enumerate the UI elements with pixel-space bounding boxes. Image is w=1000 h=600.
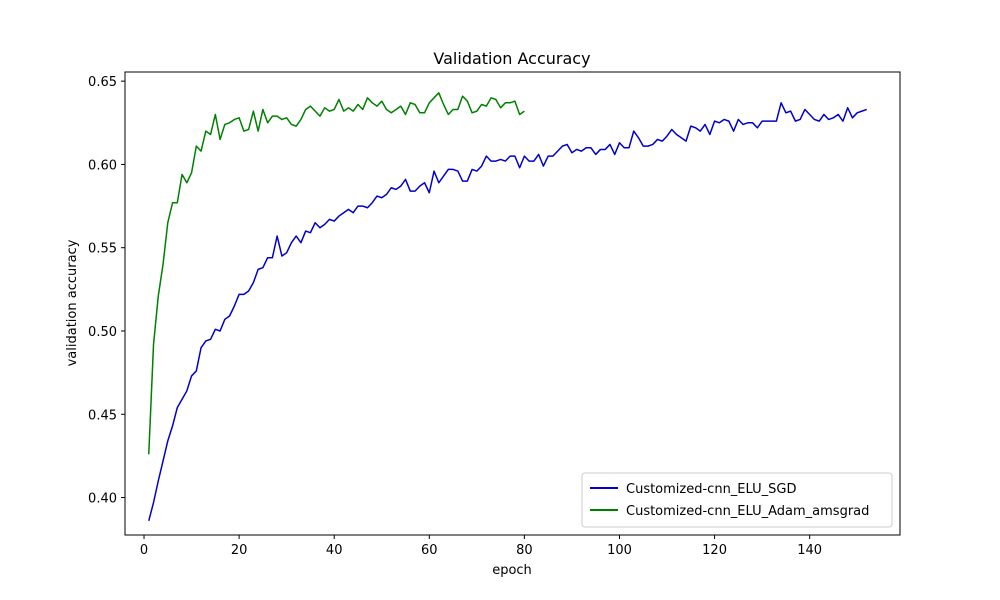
series-line-1 — [148, 92, 525, 455]
x-tick-label: 140 — [797, 543, 822, 558]
x-tick-label: 80 — [516, 543, 533, 558]
x-axis-ticks: 0 20 40 60 80 100 120 140 — [140, 535, 822, 558]
legend-box — [581, 472, 893, 528]
x-tick-label: 100 — [607, 543, 632, 558]
y-tick-label: 0.45 — [88, 408, 117, 423]
x-axis-label: epoch — [492, 563, 532, 578]
x-tick-label: 60 — [421, 543, 438, 558]
x-tick-label: 120 — [702, 543, 727, 558]
legend-label-1: Customized-cnn_ELU_Adam_amsgrad — [626, 504, 869, 519]
y-tick-label: 0.55 — [88, 242, 117, 257]
x-tick-label: 0 — [140, 543, 148, 558]
y-tick-label: 0.65 — [88, 75, 117, 90]
y-axis-label: validation accuracy — [65, 239, 80, 366]
chart-title: Validation Accuracy — [433, 49, 590, 68]
y-tick-label: 0.40 — [88, 492, 117, 507]
series-line-0 — [148, 102, 867, 522]
series-layer — [148, 92, 867, 522]
x-tick-label: 40 — [326, 543, 343, 558]
y-tick-label: 0.50 — [88, 325, 117, 340]
x-tick-label: 20 — [231, 543, 248, 558]
plot-frame — [124, 71, 901, 536]
y-tick-label: 0.60 — [88, 158, 117, 173]
legend: Customized-cnn_ELU_SGD Customized-cnn_ELU… — [581, 472, 893, 528]
legend-label-0: Customized-cnn_ELU_SGD — [626, 482, 796, 497]
y-axis-ticks: 0.40 0.45 0.50 0.55 0.60 0.65 — [88, 75, 125, 507]
